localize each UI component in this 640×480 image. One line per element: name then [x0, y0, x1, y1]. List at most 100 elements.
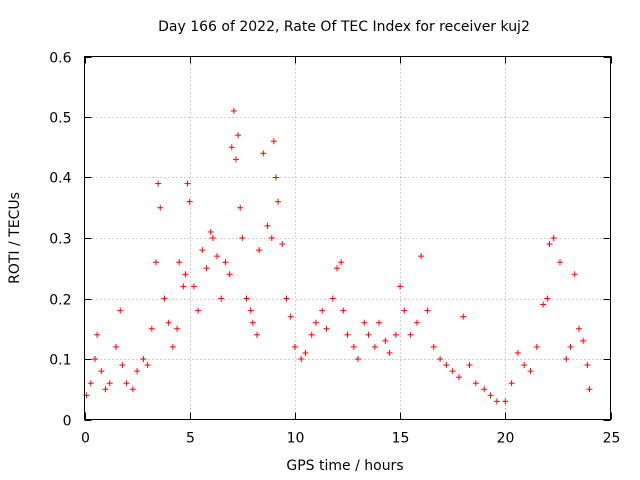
data-point: [323, 325, 330, 332]
x-tick-label: 15: [392, 431, 410, 447]
data-point: [272, 174, 279, 181]
data-point: [449, 368, 456, 375]
data-point: [413, 319, 420, 326]
data-point: [144, 362, 151, 369]
data-point: [502, 398, 509, 405]
data-point: [169, 343, 176, 350]
data-point: [148, 325, 155, 332]
y-tick-label: 0.3: [49, 232, 71, 248]
data-point: [195, 307, 202, 314]
data-point: [235, 132, 242, 139]
data-point: [247, 307, 254, 314]
grid-lines: [84, 56, 611, 420]
data-point: [94, 331, 101, 338]
data-point: [319, 307, 326, 314]
y-tick-label: 0.1: [49, 353, 71, 369]
x-tick-label: 20: [497, 431, 515, 447]
data-point: [232, 156, 239, 163]
y-tick-label: 0: [63, 414, 72, 430]
data-point: [456, 374, 463, 381]
data-point: [308, 331, 315, 338]
data-point: [117, 307, 124, 314]
data-point: [563, 356, 570, 362]
data-point: [382, 337, 389, 344]
data-point: [119, 362, 126, 369]
data-point: [134, 368, 141, 375]
x-tick-label: 5: [186, 431, 195, 447]
data-point: [443, 362, 450, 369]
data-point: [514, 349, 521, 356]
data-point: [333, 265, 340, 272]
data-point: [546, 241, 553, 248]
data-point: [260, 150, 267, 157]
data-point: [424, 307, 431, 314]
data-point: [264, 222, 271, 229]
y-tick-label: 0.2: [49, 293, 71, 309]
data-point: [270, 138, 277, 145]
data-point: [298, 356, 305, 362]
data-point: [176, 259, 183, 266]
data-point: [571, 271, 578, 278]
data-point: [493, 398, 500, 405]
data-point: [460, 313, 467, 320]
data-point: [365, 331, 372, 338]
data-point: [214, 253, 221, 260]
data-point: [92, 356, 99, 362]
data-point: [113, 343, 120, 350]
data-point: [275, 198, 282, 205]
data-point: [279, 241, 286, 248]
data-point: [580, 337, 587, 344]
data-point: [165, 319, 172, 326]
data-point: [222, 259, 229, 266]
data-point: [557, 259, 564, 266]
data-point: [550, 235, 557, 241]
data-point: [430, 343, 437, 350]
data-point: [407, 331, 414, 338]
data-point: [226, 271, 233, 278]
data-point: [140, 356, 147, 362]
data-point: [218, 295, 225, 302]
x-tick-label: 10: [287, 431, 305, 447]
data-point: [209, 235, 216, 241]
data-point: [203, 265, 210, 272]
data-point: [584, 362, 591, 369]
data-point: [350, 343, 357, 350]
x-tick-label: 25: [603, 431, 621, 447]
data-point: [544, 295, 551, 302]
axis-ticks: 0 5 10 15 20 25 0 0.1 0.2 0.3 0.4 0.5 0.6: [49, 51, 620, 447]
data-point: [312, 319, 319, 326]
x-tick-label: 0: [81, 431, 90, 447]
data-point: [567, 343, 574, 350]
data-point: [207, 228, 214, 235]
plot-frame: [84, 56, 611, 420]
data-point: [586, 386, 593, 393]
data-point: [268, 235, 275, 241]
y-axis-title: ROTI / TECUs: [7, 192, 23, 284]
data-point: [540, 301, 547, 308]
data-point: [487, 392, 494, 399]
data-point: [230, 107, 237, 114]
data-point: [161, 295, 168, 302]
data-point: [533, 343, 540, 350]
data-point: [106, 380, 113, 387]
data-point: [508, 380, 515, 387]
data-point: [87, 380, 94, 387]
data-point: [256, 247, 263, 254]
data-point: [575, 325, 582, 332]
data-point: [243, 295, 250, 302]
data-point: [184, 180, 191, 187]
data-point: [376, 319, 383, 326]
data-point: [344, 331, 351, 338]
data-point: [401, 307, 408, 314]
data-point: [239, 235, 246, 241]
data-point: [157, 204, 164, 211]
data-point: [338, 259, 345, 266]
data-point: [466, 362, 473, 369]
data-point: [287, 313, 294, 320]
data-point: [386, 349, 393, 356]
data-point: [437, 356, 444, 362]
data-point: [199, 247, 206, 254]
x-axis-title: GPS time / hours: [286, 458, 403, 474]
data-point: [180, 283, 187, 290]
